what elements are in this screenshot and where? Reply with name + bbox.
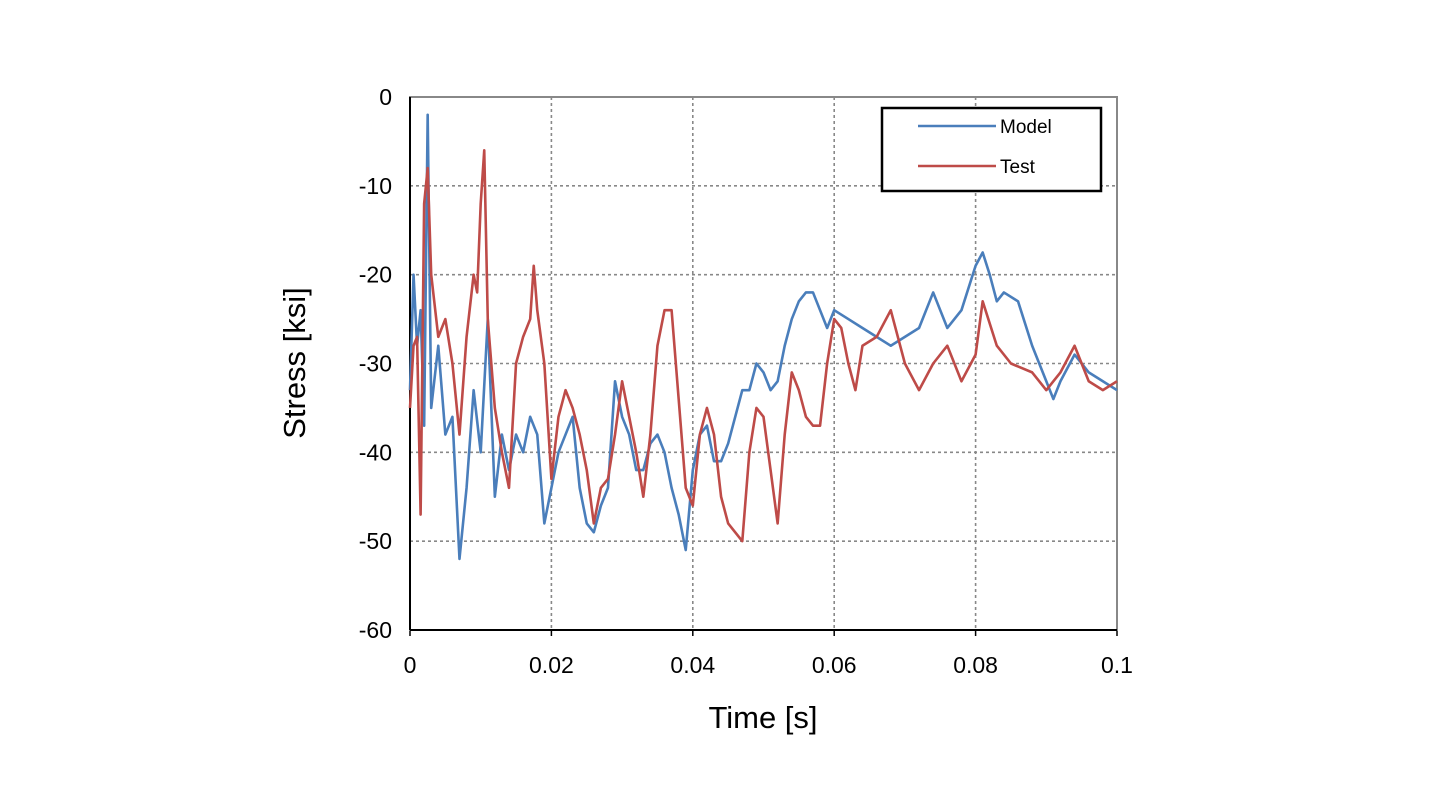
legend-label: Model: [1000, 117, 1052, 138]
y-tick-label: 0: [379, 84, 392, 110]
x-tick-label: 0.08: [953, 652, 998, 678]
y-tick-label: -50: [359, 528, 392, 554]
legend-box: [880, 106, 1103, 193]
legend-label: Test: [1000, 157, 1036, 178]
x-tick-label: 0.06: [812, 652, 857, 678]
y-tick-label: -20: [359, 262, 392, 288]
x-tick-label: 0: [404, 652, 417, 678]
y-tick-label: -30: [359, 351, 392, 377]
x-tick-label: 0.02: [529, 652, 574, 678]
y-tick-label: -10: [359, 173, 392, 199]
series-line: [408, 149, 1118, 543]
x-tick-label: 0.1: [1101, 652, 1133, 678]
x-tick-label: 0.04: [670, 652, 715, 678]
y-tick-label: -40: [359, 439, 392, 465]
y-tick-label: -60: [359, 617, 392, 643]
x-axis-title: Time [s]: [708, 700, 817, 735]
y-axis-title: Stress [ksi]: [277, 287, 312, 439]
series-line: [408, 113, 1118, 561]
